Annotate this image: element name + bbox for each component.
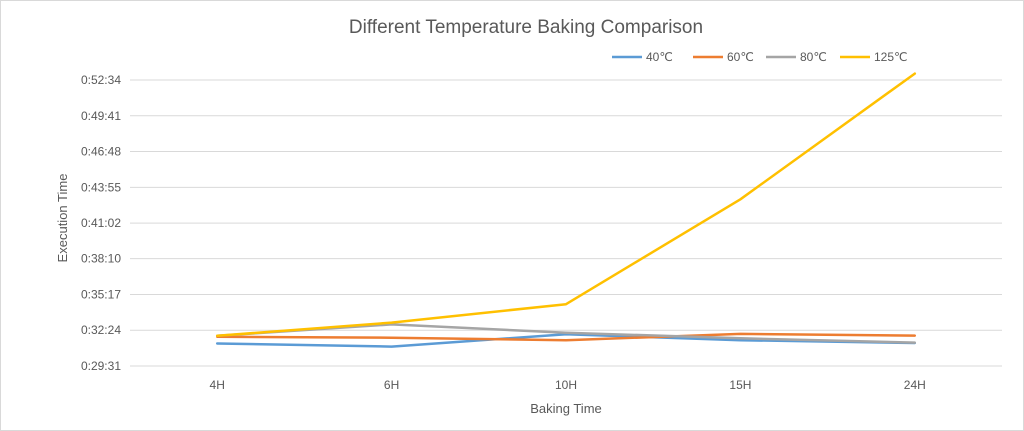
legend-label: 40℃ (646, 50, 673, 64)
x-tick-label: 4H (210, 378, 225, 392)
x-tick-labels: 4H 6H 10H 15H 24H (210, 378, 926, 392)
y-tick-label: 0:35:17 (81, 287, 121, 301)
series-lines (215, 72, 917, 348)
y-tick-label: 0:43:55 (81, 180, 121, 194)
y-tick-label: 0:29:31 (81, 359, 121, 373)
x-tick-label: 24H (904, 378, 926, 392)
x-tick-label: 6H (384, 378, 399, 392)
y-tick-label: 0:38:10 (81, 252, 121, 266)
y-tick-label: 0:49:41 (81, 109, 121, 123)
y-tick-labels: 0:29:31 0:32:24 0:35:17 0:38:10 0:41:02 0:43:… (81, 73, 121, 373)
series-line (215, 332, 917, 342)
x-tick-label: 10H (555, 378, 577, 392)
x-tick-label: 15H (729, 378, 751, 392)
y-tick-label: 0:46:48 (81, 145, 121, 159)
series-line (215, 72, 917, 338)
legend-label: 125℃ (874, 50, 908, 64)
legend: 40℃ 60℃ 80℃ 125℃ (612, 50, 908, 64)
series-line (215, 332, 917, 348)
legend-label: 60℃ (727, 50, 754, 64)
chart-title: Different Temperature Baking Comparison (349, 17, 703, 38)
legend-label: 80℃ (800, 50, 827, 64)
x-axis-label: Baking Time (530, 401, 602, 416)
gridlines (130, 79, 1002, 367)
y-tick-label: 0:32:24 (81, 323, 121, 337)
y-tick-label: 0:52:34 (81, 73, 121, 87)
y-tick-label: 0:41:02 (81, 216, 121, 230)
y-axis-label: Execution Time (55, 174, 70, 263)
